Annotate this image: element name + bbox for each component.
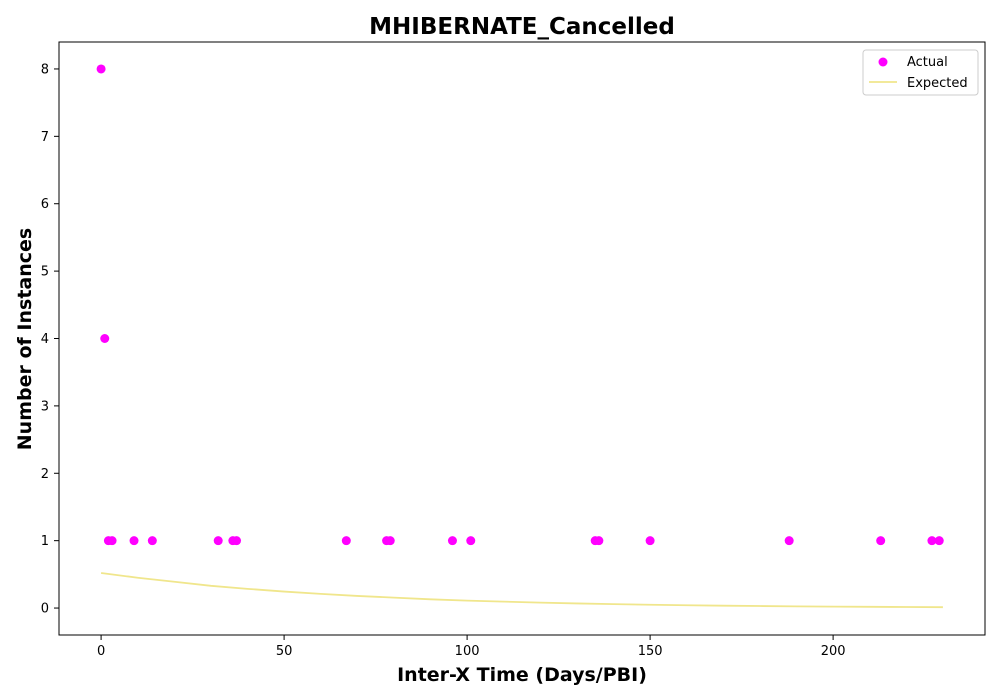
x-tick-label: 100 [455, 644, 480, 659]
actual-point [341, 536, 351, 546]
actual-point [107, 536, 117, 546]
actual-point [927, 536, 937, 546]
actual-point [466, 536, 476, 546]
legend-actual-marker [878, 57, 888, 67]
y-tick-label: 1 [41, 534, 49, 549]
y-tick-label: 4 [41, 332, 49, 347]
x-tick-label: 200 [821, 644, 846, 659]
actual-point [129, 536, 139, 546]
expected-series [100, 572, 943, 609]
x-axis-ticks: 0 50 100 150 200 [97, 635, 846, 659]
y-tick-label: 0 [41, 602, 49, 617]
actual-point [100, 334, 110, 343]
y-tick-label: 2 [41, 467, 49, 482]
actual-point [934, 536, 944, 546]
chart-title: MHIBERNATE_Cancelled [369, 14, 675, 40]
expected-line [100, 572, 943, 609]
y-tick-label: 5 [41, 265, 49, 280]
actual-point [784, 536, 794, 546]
legend-box [862, 49, 979, 96]
legend: Actual Expected [862, 49, 979, 96]
x-axis-title: Inter-X Time (Days/PBI) [397, 664, 647, 686]
actual-point [876, 536, 886, 546]
actual-point [96, 64, 106, 74]
y-axis-ticks: 0 1 2 3 4 5 6 7 8 [41, 62, 59, 617]
x-tick-label: 0 [97, 644, 105, 659]
actual-point [232, 536, 242, 546]
legend-actual-label: Actual [907, 55, 948, 70]
x-tick-label: 50 [276, 644, 293, 659]
x-tick-label: 150 [638, 644, 663, 659]
actual-point [213, 536, 223, 546]
actual-point [385, 536, 395, 546]
plot-frame [58, 41, 986, 636]
legend-expected-label: Expected [907, 76, 968, 91]
actual-point [147, 536, 157, 546]
actual-series [96, 64, 944, 546]
plot-area [58, 41, 986, 636]
actual-point [594, 536, 604, 546]
actual-point [447, 536, 457, 546]
y-tick-label: 7 [41, 130, 49, 145]
y-tick-label: 8 [41, 62, 49, 77]
y-tick-label: 3 [41, 399, 49, 414]
y-axis-title: Number of Instances [14, 228, 36, 450]
actual-point [645, 536, 655, 546]
y-tick-label: 6 [41, 197, 49, 212]
